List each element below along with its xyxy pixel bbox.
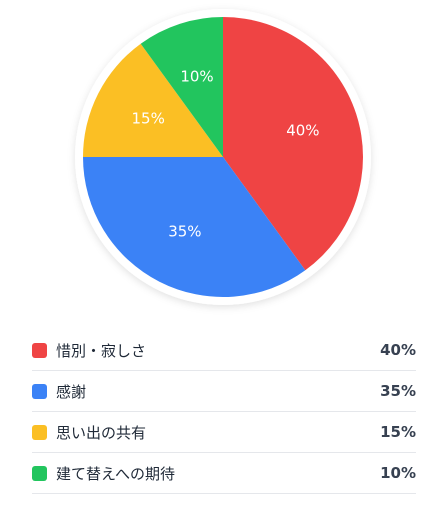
slice-memories-label: 15%	[132, 109, 165, 127]
legend-swatch-gratitude	[32, 383, 47, 399]
legend-item-sadness[interactable]: 惜別・寂しさ 40%	[32, 330, 416, 371]
legend-item-gratitude[interactable]: 感謝 35%	[32, 371, 416, 412]
legend-label-sadness: 惜別・寂しさ	[56, 341, 147, 360]
slice-sadness-label: 40%	[286, 122, 319, 140]
slice-rebuild-label: 10%	[180, 68, 213, 86]
slice-rebuild[interactable]	[140, 17, 223, 157]
legend: 惜別・寂しさ 40% 感謝 35% 思い出の共有 15% 建て替えへの期待 10%	[32, 330, 416, 494]
legend-value-sadness: 40%	[380, 341, 416, 359]
pie-slice-labels: 40% 35% 15% 10%	[132, 68, 320, 241]
legend-item-rebuild[interactable]: 建て替えへの期待 10%	[32, 453, 416, 494]
slice-sadness[interactable]	[223, 17, 363, 271]
slice-memories[interactable]	[83, 43, 223, 157]
legend-label-memories: 思い出の共有	[56, 423, 147, 442]
legend-item-memories[interactable]: 思い出の共有 15%	[32, 412, 416, 453]
slice-gratitude[interactable]	[83, 157, 306, 297]
legend-value-gratitude: 35%	[380, 382, 416, 400]
legend-swatch-memories	[32, 424, 47, 440]
legend-swatch-rebuild	[32, 465, 47, 481]
slice-gratitude-label: 35%	[168, 222, 201, 240]
legend-value-rebuild: 10%	[380, 464, 416, 482]
pie-chart-svg: 40% 35% 15% 10%	[75, 9, 371, 305]
pie-chart: 40% 35% 15% 10%	[75, 9, 371, 305]
pie-slices	[83, 17, 363, 297]
legend-value-memories: 15%	[380, 423, 416, 441]
legend-label-rebuild: 建て替えへの期待	[56, 464, 175, 483]
legend-label-gratitude: 感謝	[56, 382, 87, 401]
legend-swatch-sadness	[32, 342, 47, 358]
